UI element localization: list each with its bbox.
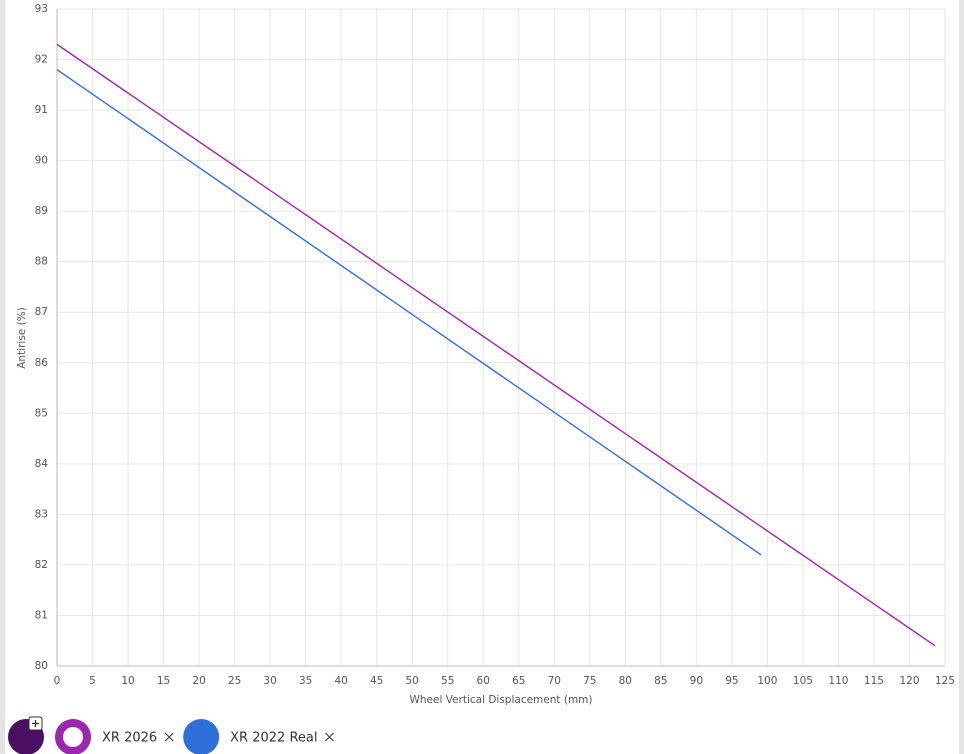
legend-swatch[interactable] xyxy=(55,719,91,754)
x-tick-label: 50 xyxy=(406,675,419,687)
legend-swatch[interactable] xyxy=(183,719,220,754)
legend-label[interactable]: XR 2022 Real xyxy=(230,731,317,746)
plus-icon xyxy=(32,720,39,727)
y-tick-label: 86 xyxy=(35,357,49,369)
x-tick-label: 70 xyxy=(548,675,561,687)
x-tick-label: 60 xyxy=(477,675,490,687)
x-tick-label: 35 xyxy=(299,675,312,687)
x-tick-label: 110 xyxy=(828,675,848,687)
x-tick-label: 10 xyxy=(121,675,134,687)
x-tick-label: 45 xyxy=(370,675,383,687)
x-tick-label: 5 xyxy=(89,675,96,687)
x-tick-label: 115 xyxy=(864,675,884,687)
x-tick-label: 65 xyxy=(512,675,525,687)
x-tick-label: 30 xyxy=(263,675,276,687)
x-tick-label: 120 xyxy=(899,675,919,687)
y-tick-label: 82 xyxy=(35,559,48,571)
x-tick-label: 85 xyxy=(654,675,667,687)
x-tick-label: 20 xyxy=(192,675,205,687)
x-tick-label: 100 xyxy=(757,675,777,687)
x-tick-label: 105 xyxy=(793,675,813,687)
legend-label[interactable]: XR 2026 xyxy=(102,731,157,746)
remove-icon[interactable] xyxy=(325,732,334,742)
y-tick-label: 90 xyxy=(35,155,48,167)
y-tick-label: 85 xyxy=(35,407,48,419)
add-button[interactable] xyxy=(8,716,44,754)
x-tick-label: 80 xyxy=(619,675,632,687)
y-tick-label: 89 xyxy=(35,205,48,217)
x-tick-label: 125 xyxy=(935,675,955,687)
y-tick-label: 88 xyxy=(35,256,48,268)
x-tick-label: 25 xyxy=(228,675,241,687)
x-tick-label: 0 xyxy=(54,675,61,687)
x-tick-label: 55 xyxy=(441,675,454,687)
x-tick-label: 40 xyxy=(334,675,347,687)
x-tick-label: 75 xyxy=(583,675,596,687)
y-tick-label: 91 xyxy=(35,104,48,116)
x-tick-label: 95 xyxy=(725,675,738,687)
y-tick-label: 81 xyxy=(35,609,48,621)
x-tick-label: 90 xyxy=(690,675,703,687)
x-tick-label: 15 xyxy=(157,675,170,687)
y-tick-label: 92 xyxy=(35,54,48,66)
y-tick-label: 84 xyxy=(35,458,49,470)
remove-icon[interactable] xyxy=(164,732,174,742)
y-tick-label: 83 xyxy=(35,508,48,520)
y-tick-label: 93 xyxy=(35,3,48,15)
y-axis-label: Antirise (%) xyxy=(16,307,28,369)
y-tick-label: 87 xyxy=(35,306,48,318)
series-line xyxy=(56,43,936,647)
panel xyxy=(5,0,959,754)
x-axis-label: Wheel Vertical Displacement (mm) xyxy=(409,694,592,706)
y-tick-label: 80 xyxy=(35,660,48,672)
series-line xyxy=(56,69,762,556)
